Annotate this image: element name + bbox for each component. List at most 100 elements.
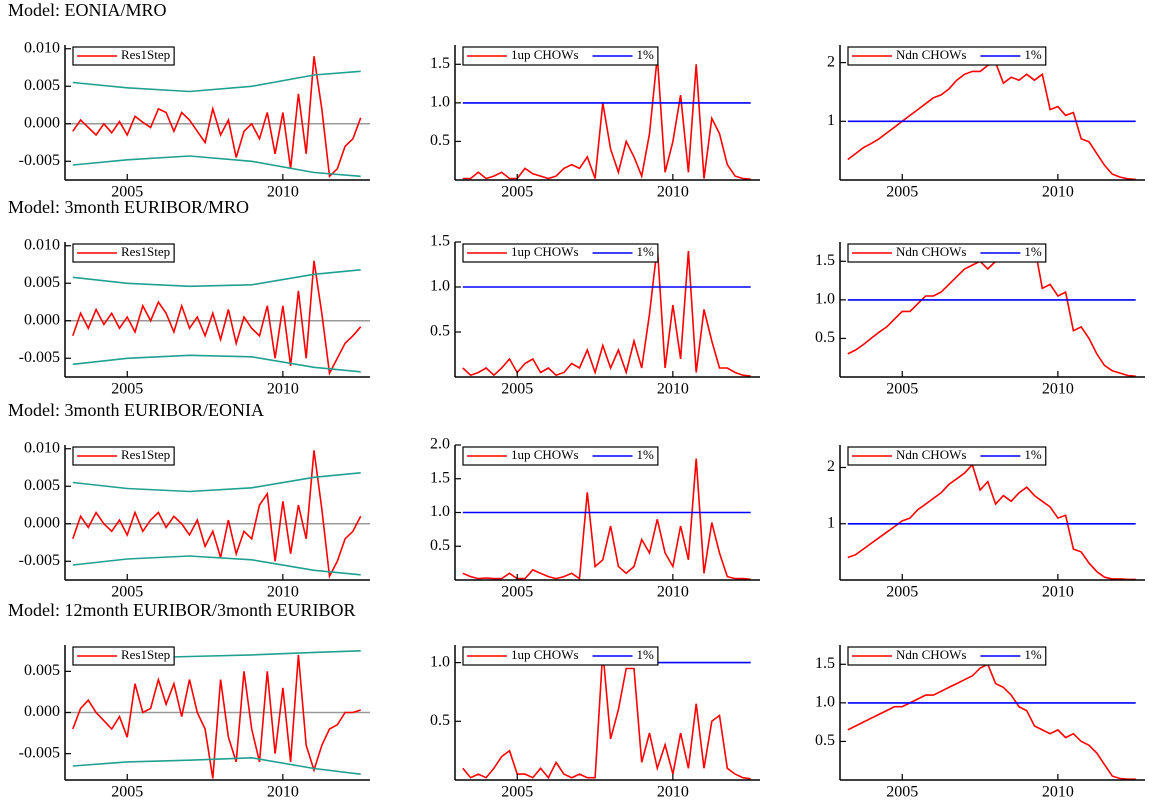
series-line: [72, 56, 362, 178]
series-line: [72, 269, 361, 288]
legend-label: Res1Step: [121, 47, 170, 62]
panel: 0.5 1.0 1.5 2005 2010 1up CHOWs 1%: [430, 233, 760, 398]
y-tick-label: -0.005: [19, 744, 60, 761]
y-tick-label: 0.5: [430, 537, 450, 554]
x-tick-label: 2010: [267, 184, 299, 201]
x-tick-label: 2010: [1042, 784, 1074, 801]
legend: 1up CHOWs 1%: [462, 46, 659, 66]
legend-label: 1up CHOWs: [511, 47, 579, 62]
series-line: [72, 654, 361, 779]
y-tick-label: 1: [827, 112, 835, 129]
legend-box: [72, 646, 175, 666]
series-line: [462, 56, 751, 180]
row-title: Model: EONIA/MRO: [8, 0, 167, 20]
y-tick-label: 1.0: [815, 291, 835, 308]
y-tick-label: 1: [827, 514, 835, 531]
y-tick-label: 1.0: [430, 278, 450, 295]
x-tick-label: 2010: [657, 784, 689, 801]
panel: 0.5 1.0 1.5 2005 2010 Ndn CHOWs 1%: [815, 645, 1145, 801]
legend: Res1Step: [72, 46, 175, 66]
legend-label: 1%: [1024, 47, 1042, 62]
legend-box: [847, 646, 1047, 666]
x-tick-label: 2010: [657, 381, 689, 398]
series-line: [462, 458, 751, 581]
y-tick-label: 0.005: [24, 477, 60, 494]
legend-box: [462, 243, 659, 263]
legend-label: Ndn CHOWs: [896, 447, 966, 462]
series-line: [847, 244, 1136, 377]
series-line: [847, 463, 1136, 581]
series-line: [72, 70, 361, 93]
legend-box: [462, 646, 659, 666]
legend-box: [72, 446, 175, 466]
y-tick-label: 0.5: [815, 329, 835, 346]
y-tick-label: 1.5: [430, 233, 450, 250]
legend-label: 1%: [1024, 244, 1042, 259]
series-line: [72, 450, 362, 579]
x-tick-label: 2005: [111, 381, 143, 398]
row-title: Model: 3month EURIBOR/MRO: [8, 197, 249, 217]
y-tick-label: 0.000: [24, 114, 60, 131]
x-tick-label: 2005: [501, 184, 533, 201]
legend: Res1Step: [72, 446, 175, 466]
legend-label: 1%: [637, 447, 655, 462]
y-tick-label: 0.000: [24, 514, 60, 531]
x-tick-label: 2010: [657, 184, 689, 201]
y-tick-label: 0.010: [24, 39, 60, 56]
panel: Model: 12month EURIBOR/3month EURIBOR 0.0…: [8, 600, 370, 801]
legend-box: [72, 243, 175, 263]
y-tick-label: 0.5: [430, 712, 450, 729]
y-tick-label: 1.5: [815, 252, 835, 269]
y-tick-label: 0.5: [430, 132, 450, 149]
y-tick-label: 1.0: [430, 503, 450, 520]
legend-label: Ndn CHOWs: [896, 47, 966, 62]
legend-box: [847, 46, 1047, 66]
series-line: [72, 555, 361, 576]
legend-label: Res1Step: [121, 244, 170, 259]
panel: Model: EONIA/MRO 0.010 0.005 0.000 -0.005 200…: [8, 0, 370, 201]
y-tick-label: 0.000: [24, 311, 60, 328]
legend-label: Res1Step: [121, 647, 170, 662]
y-tick-label: 0.5: [815, 732, 835, 749]
x-tick-label: 2005: [886, 184, 918, 201]
legend-box: [847, 243, 1047, 263]
legend-label: 1%: [1024, 447, 1042, 462]
y-tick-label: 1.5: [815, 655, 835, 672]
panel: 0.5 1.0 1.5 2005 2010 Ndn CHOWs 1%: [815, 242, 1145, 398]
series-line: [462, 650, 751, 780]
legend-label: 1%: [1024, 647, 1042, 662]
y-tick-label: 1.5: [430, 55, 450, 72]
legend: 1up CHOWs 1%: [462, 646, 659, 666]
legend-label: Res1Step: [121, 447, 170, 462]
panel: Model: 3month EURIBOR/MRO 0.010 0.005 0.000…: [8, 197, 370, 398]
x-tick-label: 2005: [111, 784, 143, 801]
panel: 0.5 1.0 2005 2010 1up CHOWs 1%: [430, 645, 760, 801]
y-tick-label: 0.010: [24, 439, 60, 456]
x-tick-label: 2005: [501, 784, 533, 801]
x-tick-label: 2010: [657, 584, 689, 601]
legend-label: Ndn CHOWs: [896, 647, 966, 662]
series-line: [72, 472, 361, 493]
series-line: [72, 155, 361, 178]
legend: Res1Step: [72, 243, 175, 263]
x-tick-label: 2010: [267, 784, 299, 801]
panel: 0.5 1.0 1.5 2.0 2005 2010 1up CHOWs 1%: [430, 436, 760, 601]
y-tick-label: -0.005: [19, 152, 60, 169]
series-line: [847, 663, 1136, 780]
panel: 0.5 1.0 1.5 2005 2010 1up CHOWs 1%: [430, 45, 760, 201]
series-line: [72, 756, 361, 775]
legend-box: [847, 446, 1047, 466]
legend-box: [462, 446, 659, 466]
x-tick-label: 2010: [1042, 584, 1074, 601]
legend-label: 1%: [637, 47, 655, 62]
y-tick-label: 0.005: [24, 77, 60, 94]
x-tick-label: 2005: [111, 584, 143, 601]
y-tick-label: -0.005: [19, 349, 60, 366]
row-title: Model: 12month EURIBOR/3month EURIBOR: [8, 600, 356, 620]
x-tick-label: 2010: [1042, 184, 1074, 201]
legend: Ndn CHOWs 1%: [847, 243, 1047, 263]
legend-label: 1%: [637, 647, 655, 662]
row-title: Model: 3month EURIBOR/EONIA: [8, 400, 264, 420]
x-tick-label: 2005: [111, 184, 143, 201]
